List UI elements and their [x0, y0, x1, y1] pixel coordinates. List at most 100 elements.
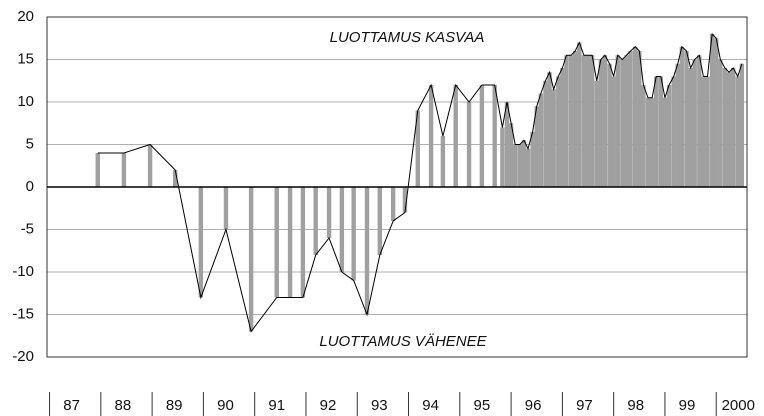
- bar: [679, 46, 685, 187]
- bar: [223, 187, 229, 230]
- y-tick-label: 0: [26, 178, 34, 195]
- bar: [581, 55, 587, 187]
- x-tick-label: 98: [627, 397, 644, 414]
- y-tick-label: -15: [12, 305, 34, 322]
- bar: [666, 85, 672, 187]
- bar: [390, 187, 396, 221]
- bar: [534, 106, 539, 187]
- bar: [547, 72, 552, 187]
- bar: [589, 55, 595, 187]
- bar: [95, 153, 100, 187]
- bar: [607, 63, 612, 187]
- x-tick-label: 90: [217, 397, 234, 414]
- bar: [402, 187, 408, 213]
- bar: [602, 55, 608, 187]
- bar: [718, 59, 723, 187]
- bar: [513, 144, 518, 187]
- bar: [287, 187, 293, 298]
- bar: [598, 59, 604, 187]
- x-tick-label: 92: [320, 397, 337, 414]
- bar: [466, 102, 472, 187]
- bar: [722, 68, 728, 187]
- bar: [521, 140, 527, 187]
- bar: [525, 148, 531, 187]
- bar: [568, 55, 574, 187]
- x-tick-label: 97: [576, 397, 593, 414]
- bar: [508, 123, 514, 187]
- bar: [624, 55, 629, 187]
- y-tick-label: -20: [12, 348, 34, 365]
- bar: [594, 80, 599, 187]
- bar: [662, 97, 668, 187]
- bar: [709, 34, 715, 187]
- bar: [692, 59, 697, 187]
- bar: [577, 42, 582, 187]
- bar: [620, 59, 625, 187]
- x-tick-label: 91: [268, 397, 285, 414]
- bar: [248, 187, 254, 332]
- bar: [611, 76, 616, 187]
- bar: [654, 76, 659, 187]
- bar: [684, 51, 689, 187]
- bar: [313, 187, 318, 255]
- bar: [440, 136, 446, 187]
- line: [97, 32, 743, 333]
- bar: [730, 68, 736, 187]
- bar: [530, 131, 535, 187]
- bar: [714, 38, 719, 187]
- y-tick-label: 15: [17, 50, 34, 67]
- bar: [726, 72, 732, 187]
- bar: [649, 97, 655, 187]
- y-tick-label: -5: [21, 220, 34, 237]
- bar: [645, 97, 651, 187]
- bar: [173, 170, 178, 187]
- bar: [675, 63, 680, 187]
- bar: [198, 187, 204, 298]
- bar: [351, 187, 356, 281]
- bar: [377, 187, 383, 255]
- x-tick-label: 89: [166, 397, 183, 414]
- bar: [428, 85, 434, 187]
- bar: [121, 153, 127, 187]
- bar: [538, 93, 544, 187]
- x-tick-label: 99: [679, 397, 696, 414]
- bar: [688, 68, 693, 187]
- bar: [504, 102, 510, 187]
- annotation: LUOTTAMUS VÄHENEE: [319, 333, 487, 350]
- bar: [364, 187, 370, 315]
- x-tick-label: 93: [371, 397, 388, 414]
- bar: [564, 55, 569, 187]
- x-tick-label: 96: [525, 397, 542, 414]
- bar: [551, 89, 556, 187]
- annotation: LUOTTAMUS KASVAA: [330, 29, 485, 46]
- y-tick-label: -10: [12, 263, 34, 280]
- bar: [658, 76, 664, 187]
- bar: [339, 187, 345, 272]
- bar: [556, 76, 561, 187]
- bar: [492, 85, 497, 187]
- bar: [300, 187, 306, 298]
- bar: [637, 51, 642, 187]
- bar: [274, 187, 279, 298]
- bar: [147, 144, 153, 187]
- bar: [739, 63, 745, 187]
- x-tick-label: 2000: [722, 397, 755, 414]
- bar: [701, 76, 706, 187]
- x-tick-label: 88: [115, 397, 132, 414]
- bar: [697, 55, 702, 187]
- bar: [479, 85, 485, 187]
- bar: [641, 85, 646, 187]
- bar: [560, 68, 565, 187]
- y-tick-label: 5: [26, 135, 34, 152]
- bar: [633, 46, 638, 187]
- x-tick-label: 87: [63, 397, 80, 414]
- bar: [585, 55, 591, 187]
- bar: [543, 80, 548, 187]
- y-tick-label: 20: [17, 8, 34, 25]
- bar: [615, 55, 620, 187]
- bar: [453, 85, 458, 187]
- bar: [415, 110, 420, 187]
- y-tick-label: 10: [17, 93, 34, 110]
- bar: [573, 51, 578, 187]
